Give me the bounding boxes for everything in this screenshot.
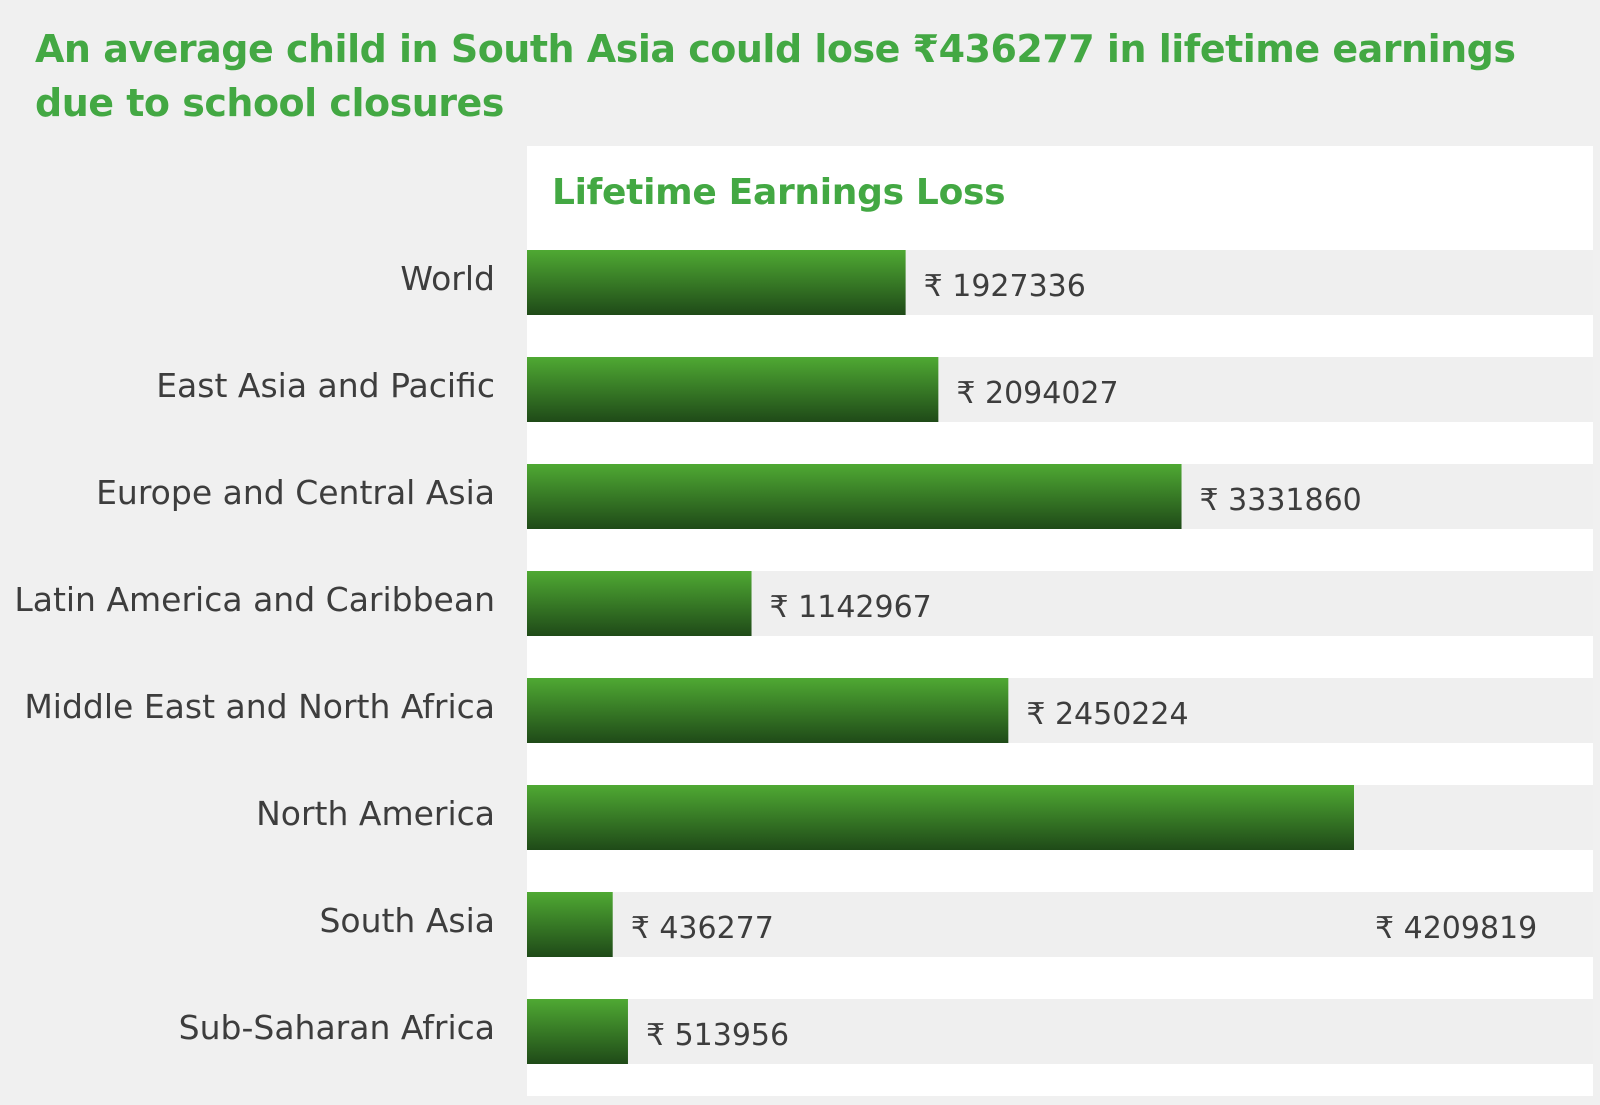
bar [527,785,1354,850]
bar [527,571,752,636]
value-label: ₹ 2094027 [956,376,1118,411]
value-label: ₹ 513956 [646,1018,789,1053]
bar [527,678,1009,743]
category-label: East Asia and Pacific [156,366,495,405]
headline: An average child in South Asia could los… [35,27,1516,125]
category-label: Middle East and North Africa [24,687,495,726]
bar [527,250,906,315]
bar [527,999,628,1064]
value-label: ₹ 1142967 [770,590,932,625]
category-label: Latin America and Caribbean [14,580,495,619]
value-label: ₹ 436277 [631,911,774,946]
category-label: North America [256,794,495,833]
value-label: ₹ 2450224 [1026,697,1188,732]
category-label: Sub-Saharan Africa [179,1008,495,1047]
category-label: Europe and Central Asia [96,473,495,512]
category-label: South Asia [319,901,495,940]
bar [527,357,939,422]
chart-title: Lifetime Earnings Loss [552,172,1006,213]
row-band [527,892,1593,957]
bar [527,464,1182,529]
value-label: ₹ 4209819 [1375,911,1537,946]
category-label: World [400,259,495,298]
value-label: ₹ 3331860 [1200,483,1362,518]
row-band [527,999,1593,1064]
value-label: ₹ 1927336 [924,269,1086,304]
bar [527,892,613,957]
